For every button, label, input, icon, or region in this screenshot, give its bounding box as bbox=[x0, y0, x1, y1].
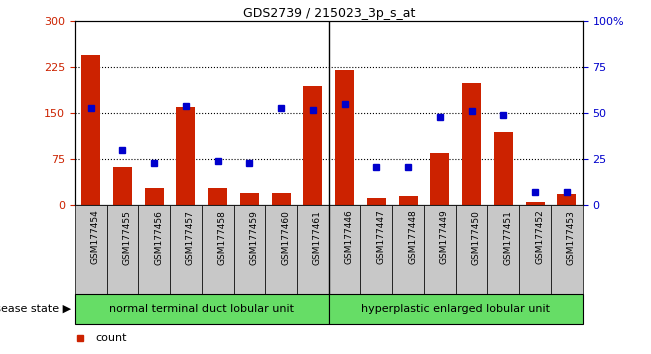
Bar bbox=[462, 82, 481, 205]
Bar bbox=[113, 167, 132, 205]
Text: GSM177452: GSM177452 bbox=[535, 210, 544, 264]
Bar bbox=[297, 205, 329, 294]
Bar bbox=[170, 205, 202, 294]
Bar bbox=[75, 294, 329, 324]
Bar bbox=[208, 188, 227, 205]
Bar bbox=[202, 205, 234, 294]
Bar bbox=[75, 205, 107, 294]
Bar bbox=[519, 205, 551, 294]
Bar bbox=[234, 205, 266, 294]
Text: count: count bbox=[95, 333, 127, 343]
Bar bbox=[329, 294, 583, 324]
Bar bbox=[240, 193, 259, 205]
Bar bbox=[266, 205, 297, 294]
Text: normal terminal duct lobular unit: normal terminal duct lobular unit bbox=[109, 304, 294, 314]
Bar bbox=[303, 86, 322, 205]
Text: GSM177451: GSM177451 bbox=[503, 210, 512, 265]
Bar bbox=[557, 194, 576, 205]
Bar bbox=[430, 153, 449, 205]
Bar bbox=[398, 196, 418, 205]
Bar bbox=[81, 55, 100, 205]
Bar bbox=[456, 205, 488, 294]
Text: GSM177448: GSM177448 bbox=[408, 210, 417, 264]
Title: GDS2739 / 215023_3p_s_at: GDS2739 / 215023_3p_s_at bbox=[243, 7, 415, 20]
Bar bbox=[335, 70, 354, 205]
Text: GSM177446: GSM177446 bbox=[344, 210, 353, 264]
Bar bbox=[107, 205, 139, 294]
Bar bbox=[145, 188, 164, 205]
Bar bbox=[361, 205, 392, 294]
Bar bbox=[392, 205, 424, 294]
Bar bbox=[493, 132, 513, 205]
Bar bbox=[551, 205, 583, 294]
Text: disease state ▶: disease state ▶ bbox=[0, 304, 72, 314]
Text: GSM177458: GSM177458 bbox=[217, 210, 227, 265]
Text: GSM177460: GSM177460 bbox=[281, 210, 290, 265]
Bar bbox=[139, 205, 170, 294]
Bar bbox=[367, 198, 386, 205]
Bar bbox=[176, 107, 195, 205]
Text: GSM177457: GSM177457 bbox=[186, 210, 195, 265]
Bar bbox=[488, 205, 519, 294]
Text: GSM177459: GSM177459 bbox=[249, 210, 258, 265]
Bar bbox=[329, 205, 361, 294]
Text: GSM177454: GSM177454 bbox=[90, 210, 100, 264]
Text: GSM177450: GSM177450 bbox=[471, 210, 480, 265]
Bar bbox=[525, 202, 544, 205]
Text: hyperplastic enlarged lobular unit: hyperplastic enlarged lobular unit bbox=[361, 304, 550, 314]
Text: GSM177453: GSM177453 bbox=[567, 210, 575, 265]
Text: GSM177449: GSM177449 bbox=[440, 210, 449, 264]
Bar bbox=[424, 205, 456, 294]
Text: GSM177455: GSM177455 bbox=[122, 210, 132, 265]
Text: GSM177447: GSM177447 bbox=[376, 210, 385, 264]
Text: GSM177456: GSM177456 bbox=[154, 210, 163, 265]
Text: GSM177461: GSM177461 bbox=[313, 210, 322, 265]
Bar bbox=[271, 193, 290, 205]
